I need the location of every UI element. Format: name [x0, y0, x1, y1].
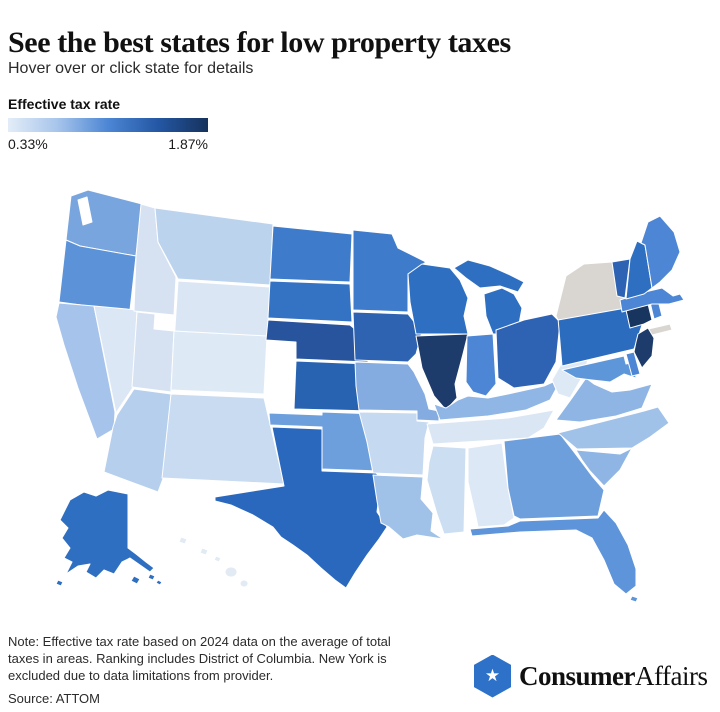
state-new-jersey[interactable]: New Jersey: [633, 327, 655, 369]
state-wyoming[interactable]: Wyoming: [173, 280, 271, 348]
state-mississippi[interactable]: Mississippi: [426, 445, 467, 535]
legend-ticks: 0.33% 1.87%: [8, 136, 208, 152]
state-alabama[interactable]: Alabama: [467, 442, 515, 528]
consumeraffairs-logo: ★ ConsumerAffairs: [474, 652, 714, 700]
state-florida[interactable]: Florida: [469, 509, 639, 603]
state-indiana[interactable]: Indiana: [465, 333, 497, 397]
state-massachusetts[interactable]: Massachusetts: [619, 287, 685, 313]
hexagon-star-icon: ★: [474, 654, 511, 698]
state-tennessee[interactable]: Tennessee: [426, 409, 555, 445]
state-north-dakota[interactable]: North Dakota: [269, 225, 353, 283]
page-title: See the best states for low property tax…: [8, 26, 511, 60]
brand-name-bold: Consumer: [519, 660, 636, 691]
state-utah[interactable]: Utah: [131, 311, 175, 393]
state-south-carolina[interactable]: South Carolina: [575, 447, 633, 487]
state-colorado[interactable]: Colorado: [170, 330, 268, 395]
state-wisconsin[interactable]: Wisconsin: [407, 263, 469, 335]
us-choropleth-map: WashingtonOregonCaliforniaNevadaIdahoMon…: [56, 182, 708, 622]
puget-sound-water: [77, 196, 93, 226]
state-arkansas[interactable]: Arkansas: [358, 411, 430, 476]
star-icon: ★: [484, 665, 501, 685]
brand-name: ConsumerAffairs: [519, 660, 708, 692]
footnote-line: taxes in areas. Ranking includes Distric…: [8, 651, 387, 666]
state-louisiana[interactable]: Louisiana: [372, 474, 444, 540]
legend-title: Effective tax rate: [8, 96, 121, 112]
state-illinois[interactable]: Illinois: [415, 333, 469, 411]
footnote: Note: Effective tax rate based on 2024 d…: [8, 633, 391, 684]
brand-name-light: Affairs: [635, 660, 708, 691]
footnote-line: excluded due to data limitations from pr…: [8, 668, 274, 683]
state-maine[interactable]: Maine: [640, 215, 681, 289]
state-north-carolina[interactable]: North Carolina: [557, 406, 670, 450]
state-montana[interactable]: Montana: [154, 207, 274, 286]
state-vermont[interactable]: Vermont: [611, 258, 631, 299]
legend-max-label: 1.87%: [168, 136, 208, 152]
state-georgia[interactable]: Georgia: [503, 433, 605, 520]
state-delaware[interactable]: Delaware: [625, 351, 641, 377]
legend-min-label: 0.33%: [8, 136, 48, 152]
source-credit: Source: ATTOM: [8, 691, 100, 706]
state-ohio[interactable]: Ohio: [495, 313, 561, 389]
subtitle: Hover over or click state for details: [8, 60, 254, 77]
footnote-line: Note: Effective tax rate based on 2024 d…: [8, 634, 391, 649]
state-maryland[interactable]: Maryland: [561, 355, 637, 383]
legend-gradient-bar: [8, 118, 208, 132]
state-hawaii[interactable]: Hawaii: [178, 536, 249, 588]
state-south-dakota[interactable]: South Dakota: [267, 280, 353, 323]
state-alaska[interactable]: Alaska: [56, 489, 163, 587]
state-iowa[interactable]: Iowa: [352, 311, 423, 363]
us-map-svg: WashingtonOregonCaliforniaNevadaIdahoMon…: [56, 189, 685, 603]
state-virginia[interactable]: Virginia: [555, 377, 653, 423]
state-kentucky[interactable]: Kentucky: [433, 377, 563, 421]
state-new-mexico[interactable]: New Mexico: [161, 393, 285, 485]
